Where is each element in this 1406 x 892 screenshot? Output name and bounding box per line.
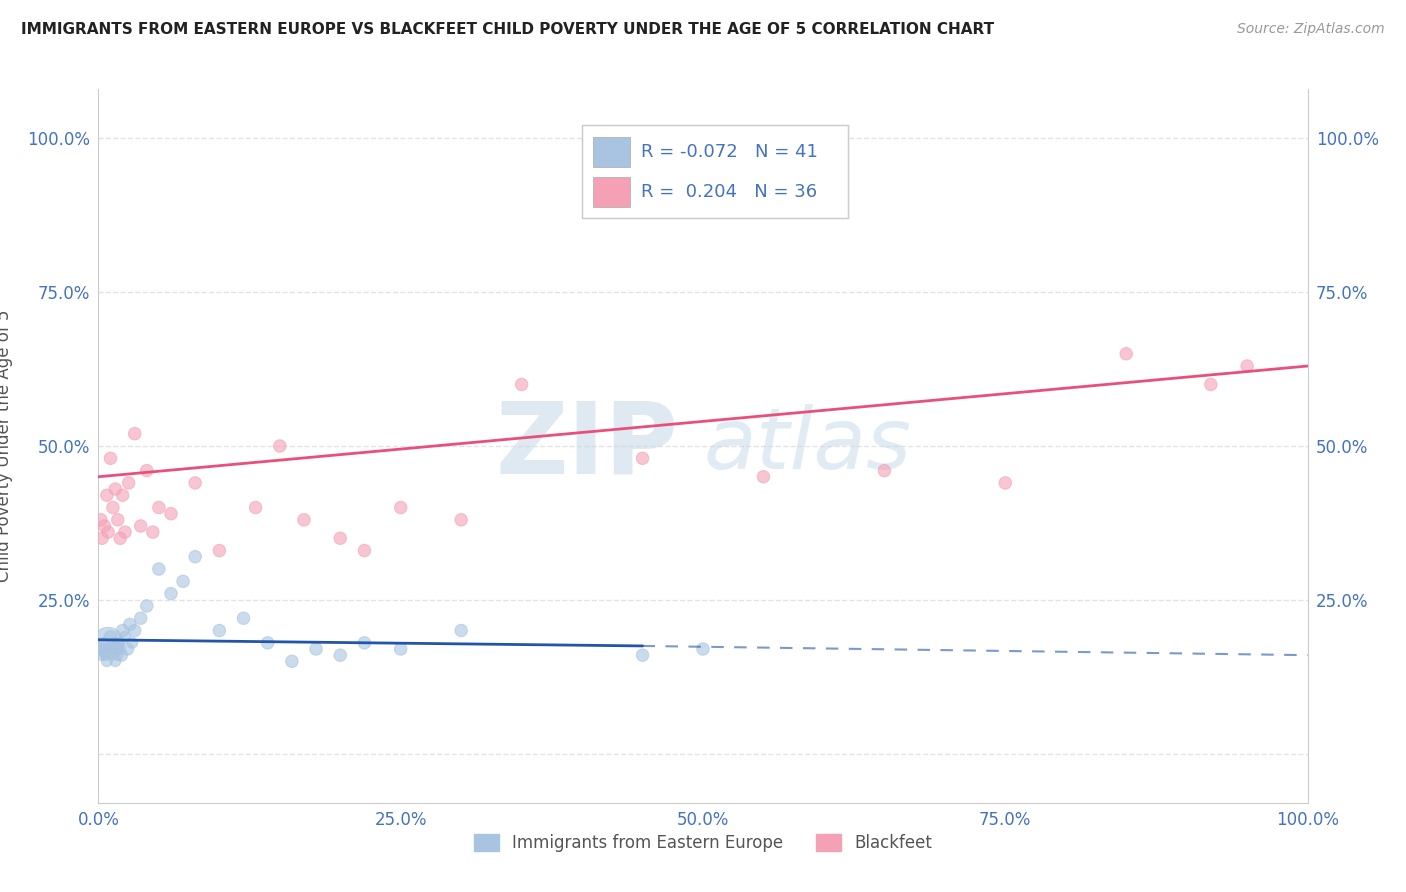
Point	[93, 642, 115, 657]
Point	[631, 451, 654, 466]
Point	[103, 636, 125, 650]
Text: Source: ZipAtlas.com: Source: ZipAtlas.com	[1237, 22, 1385, 37]
Y-axis label: Child Poverty Under the Age of 5: Child Poverty Under the Age of 5	[0, 310, 13, 582]
Point	[98, 642, 121, 657]
Point	[96, 654, 118, 668]
Legend: Immigrants from Eastern Europe, Blackfeet: Immigrants from Eastern Europe, Blackfee…	[467, 827, 939, 859]
Point	[94, 648, 117, 662]
Text: ZIP: ZIP	[496, 398, 679, 494]
Point	[450, 624, 472, 638]
Point	[100, 451, 122, 466]
Point	[91, 648, 114, 662]
Point	[281, 654, 304, 668]
Point	[1115, 347, 1137, 361]
Point	[118, 475, 141, 490]
Point	[142, 525, 165, 540]
Point	[256, 636, 278, 650]
Text: IMMIGRANTS FROM EASTERN EUROPE VS BLACKFEET CHILD POVERTY UNDER THE AGE OF 5 COR: IMMIGRANTS FROM EASTERN EUROPE VS BLACKF…	[21, 22, 994, 37]
Point	[135, 599, 157, 613]
Point	[105, 642, 128, 657]
Point	[389, 500, 412, 515]
Point	[100, 648, 122, 662]
Point	[208, 624, 231, 638]
Text: atlas: atlas	[703, 404, 911, 488]
Point	[110, 648, 132, 662]
Point	[292, 513, 315, 527]
Point	[104, 654, 127, 668]
Point	[329, 648, 352, 662]
Point	[148, 562, 170, 576]
Point	[148, 500, 170, 515]
Point	[873, 464, 896, 478]
Point	[510, 377, 533, 392]
Point	[118, 617, 141, 632]
Point	[117, 642, 139, 657]
Point	[353, 636, 375, 650]
Point	[121, 636, 143, 650]
Point	[329, 531, 352, 545]
Point	[101, 500, 124, 515]
Point	[114, 525, 136, 540]
Point	[450, 513, 472, 527]
Point	[129, 611, 152, 625]
Point	[111, 488, 134, 502]
Point	[1236, 359, 1258, 373]
Point	[96, 488, 118, 502]
Point	[172, 574, 194, 589]
Point	[100, 630, 122, 644]
Point	[692, 642, 714, 657]
Point	[160, 587, 183, 601]
Point	[631, 648, 654, 662]
Point	[752, 469, 775, 483]
Point	[107, 648, 129, 662]
Point	[124, 426, 146, 441]
Point	[97, 525, 120, 540]
Point	[101, 642, 124, 657]
Point	[90, 513, 112, 527]
Point	[129, 519, 152, 533]
Point	[389, 642, 412, 657]
Point	[107, 513, 129, 527]
Point	[93, 519, 115, 533]
Point	[245, 500, 267, 515]
Point	[135, 464, 157, 478]
Point	[111, 624, 134, 638]
Point	[104, 482, 127, 496]
Point	[994, 475, 1017, 490]
Point	[208, 543, 231, 558]
Point	[108, 642, 131, 657]
Point	[305, 642, 328, 657]
Point	[108, 531, 131, 545]
Point	[108, 636, 131, 650]
Point	[114, 630, 136, 644]
Point	[353, 543, 375, 558]
Point	[91, 531, 114, 545]
Point	[232, 611, 254, 625]
Point	[97, 636, 120, 650]
Point	[184, 549, 207, 564]
Point	[90, 642, 112, 657]
Point	[1199, 377, 1222, 392]
Point	[269, 439, 291, 453]
Point	[184, 475, 207, 490]
Point	[124, 624, 146, 638]
Point	[160, 507, 183, 521]
Point	[91, 636, 114, 650]
